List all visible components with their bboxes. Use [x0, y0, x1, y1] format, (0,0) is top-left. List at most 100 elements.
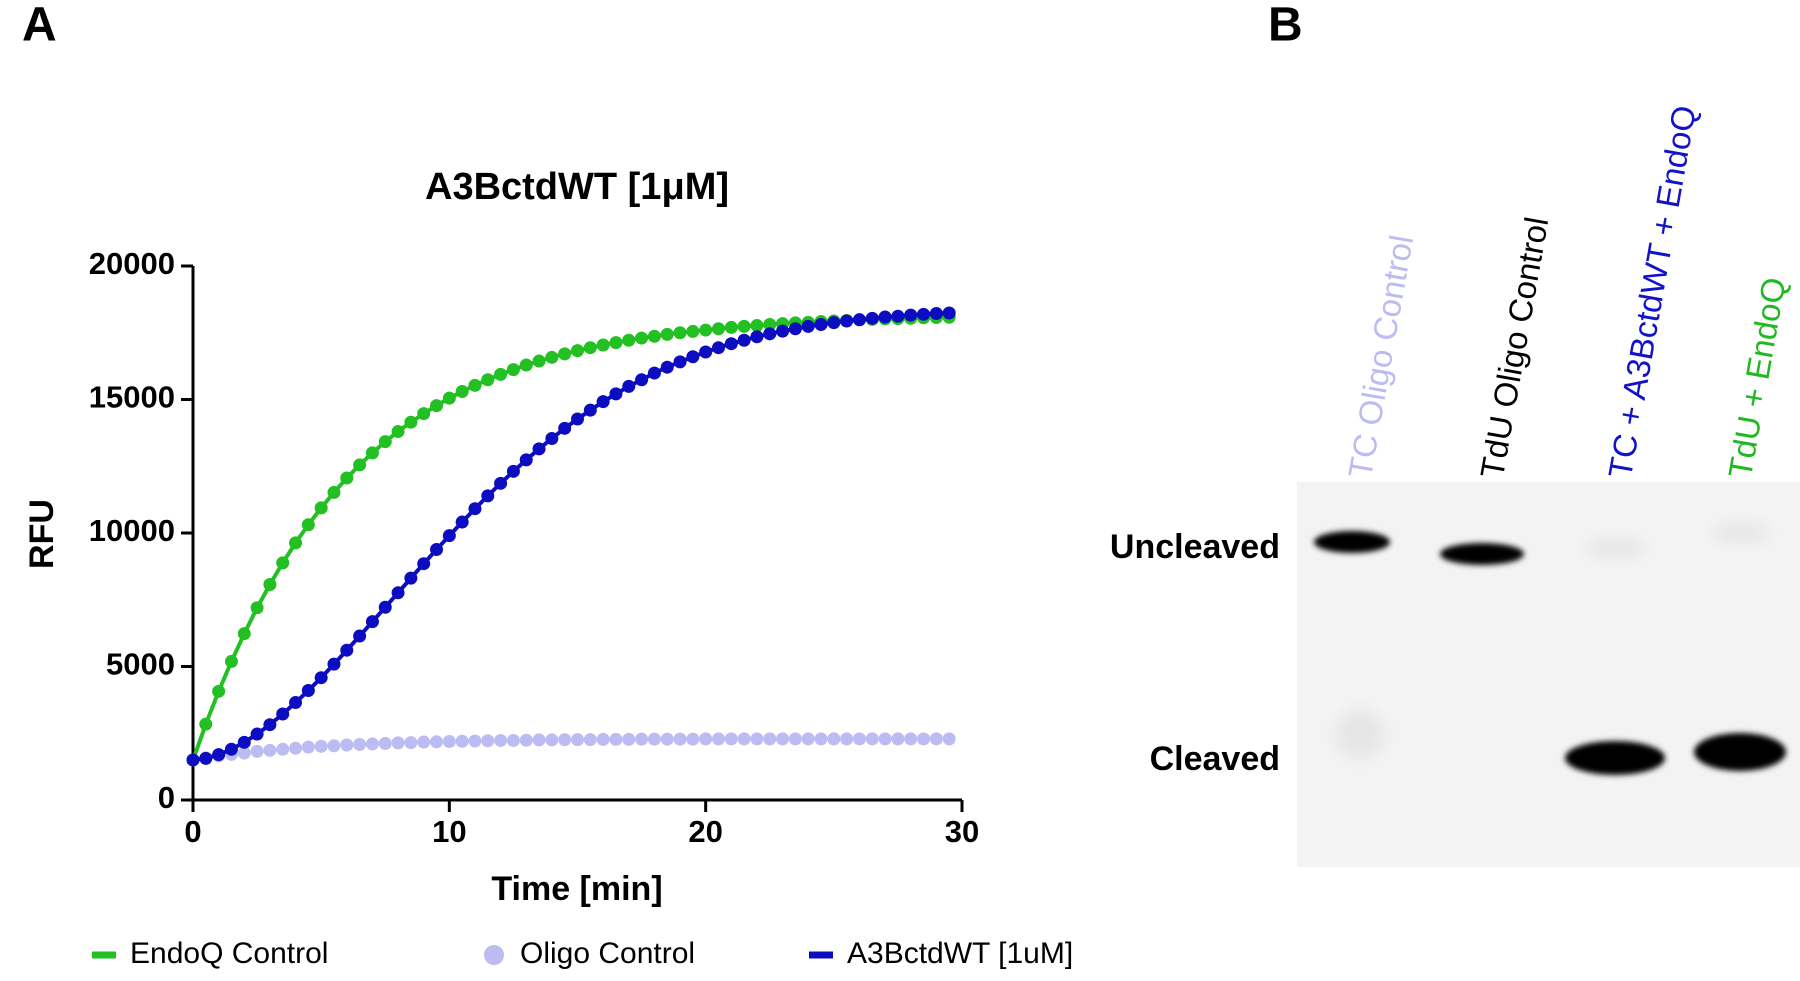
x-axis-label: Time [min] [491, 870, 662, 908]
data-point [596, 395, 610, 409]
data-point [827, 732, 841, 746]
data-point [711, 322, 725, 336]
data-point [289, 536, 303, 550]
data-point [494, 733, 508, 747]
y-tick-label: 0 [158, 780, 175, 815]
x-tick-label: 30 [945, 814, 979, 849]
data-point [532, 354, 546, 368]
panel-label: B [1268, 0, 1303, 52]
data-point [365, 737, 379, 751]
data-point [647, 732, 661, 746]
data-point [340, 738, 354, 752]
data-point [442, 391, 456, 405]
data-point [481, 734, 495, 748]
lane-label: TC Oligo Control [1341, 232, 1420, 480]
data-point [917, 307, 931, 321]
data-point [686, 732, 700, 746]
lane-label: TdU Oligo Control [1473, 214, 1555, 481]
y-tick-label: 10000 [89, 513, 175, 548]
x-tick-label: 10 [432, 814, 466, 849]
data-point [186, 753, 200, 767]
data-point [724, 337, 738, 351]
band-label: Cleaved [1150, 740, 1280, 778]
data-point [635, 732, 649, 746]
data-point [250, 744, 264, 758]
data-point [763, 732, 777, 746]
data-point [942, 306, 956, 320]
y-tick-label: 15000 [89, 380, 175, 415]
data-point [237, 627, 251, 641]
data-point [289, 741, 303, 755]
data-point [417, 735, 431, 749]
data-point [801, 319, 815, 333]
data-point [327, 485, 341, 499]
data-point [391, 425, 405, 439]
data-point [314, 739, 328, 753]
data-point [455, 384, 469, 398]
data-point [545, 431, 559, 445]
data-point [481, 373, 495, 387]
data-point [583, 403, 597, 417]
data-point [263, 718, 277, 732]
data-point [699, 345, 713, 359]
data-point [891, 309, 905, 323]
data-point [404, 571, 418, 585]
data-point [442, 529, 456, 543]
data-point [237, 735, 251, 749]
data-point [250, 727, 264, 741]
data-point [750, 330, 764, 344]
data-point [878, 732, 892, 746]
data-point [852, 732, 866, 746]
data-point [276, 742, 290, 756]
data-point [852, 313, 866, 327]
data-point [301, 740, 315, 754]
data-point [224, 742, 238, 756]
data-point [660, 327, 674, 341]
data-point [583, 341, 597, 355]
y-tick-label: 20000 [89, 246, 175, 281]
data-point [635, 373, 649, 387]
band [1694, 733, 1786, 771]
data-point [647, 329, 661, 343]
data-point [353, 629, 367, 643]
data-point [263, 743, 277, 757]
data-point [686, 350, 700, 364]
data-point [763, 327, 777, 341]
data-point [455, 515, 469, 529]
data-point [737, 333, 751, 347]
data-point [622, 379, 636, 393]
data-point [468, 502, 482, 516]
data-point [737, 732, 751, 746]
data-point [353, 737, 367, 751]
data-point [711, 341, 725, 355]
legend-label: Oligo Control [520, 937, 695, 970]
band [1440, 543, 1524, 565]
data-point [840, 314, 854, 328]
data-point [801, 732, 815, 746]
data-point [686, 324, 700, 338]
y-axis-label: RFU [23, 499, 61, 569]
data-point [865, 311, 879, 325]
data-point [673, 732, 687, 746]
gel-panel: TC Oligo Control TdU Oligo Control TC + A3… [1110, 103, 1800, 867]
data-point [506, 464, 520, 478]
data-point [340, 643, 354, 657]
data-point [558, 733, 572, 747]
data-point [404, 415, 418, 429]
data-point [378, 435, 392, 449]
data-point [609, 336, 623, 350]
data-point [430, 735, 444, 749]
data-point [340, 471, 354, 485]
series [186, 732, 956, 767]
data-point [494, 476, 508, 490]
data-point [622, 732, 636, 746]
series [186, 306, 956, 767]
data-point [327, 657, 341, 671]
data-point [840, 732, 854, 746]
data-point [673, 326, 687, 340]
data-point [583, 733, 597, 747]
plot-area: 0 5000 10000 15000 20000 0 10 20 30 [89, 246, 979, 849]
data-point [750, 732, 764, 746]
data-point [699, 323, 713, 337]
data-point [711, 732, 725, 746]
